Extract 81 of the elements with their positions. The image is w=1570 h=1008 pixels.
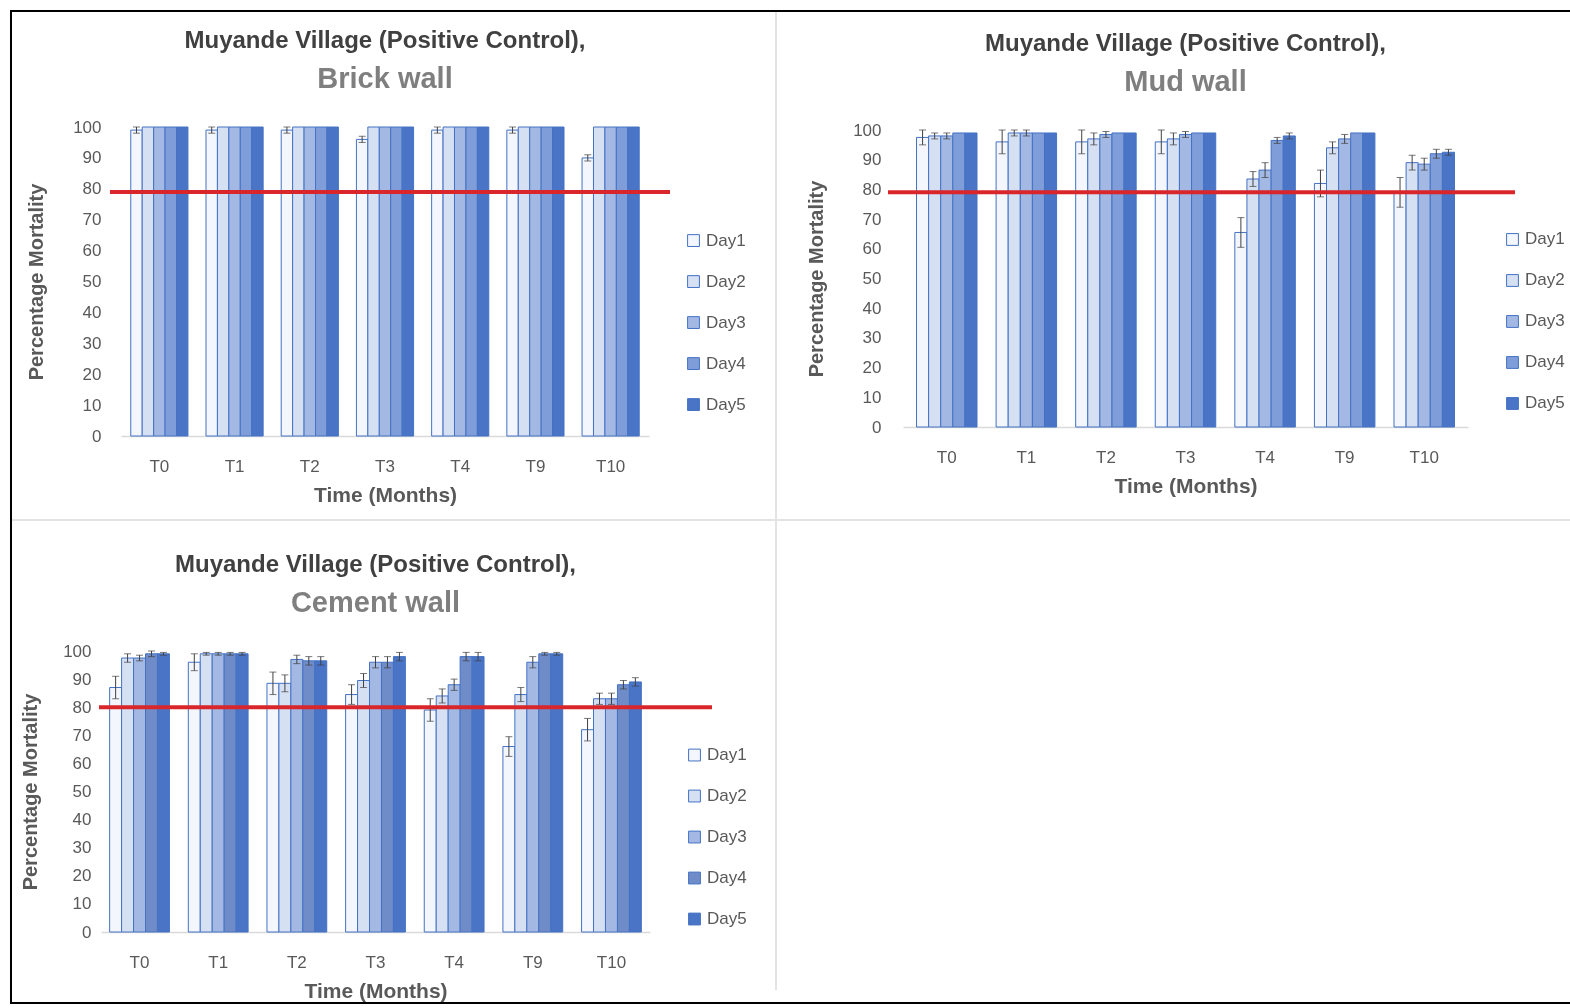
y-tick-label: 60 (82, 241, 102, 261)
y-tick-label: 30 (72, 838, 92, 858)
y-tick-label: 20 (72, 866, 92, 886)
legend-label: Day2 (706, 271, 746, 291)
chart-title: Muyande Village (Positive Control), (184, 26, 586, 53)
legend-label: Day4 (1525, 352, 1565, 372)
x-tick-label: T0 (129, 952, 150, 972)
y-tick-label: 90 (862, 150, 882, 170)
y-tick-label: 90 (72, 669, 92, 689)
x-tick-label: T3 (1175, 447, 1196, 467)
legend-label: Day3 (1525, 311, 1565, 331)
y-tick-label: 50 (82, 272, 102, 291)
legend-label: Day5 (706, 394, 746, 414)
y-tick-label: 80 (72, 697, 92, 717)
y-tick-label: 30 (82, 333, 102, 353)
x-tick-label: T1 (208, 952, 229, 972)
y-tick-label: 40 (862, 298, 882, 318)
legend-label: Day4 (706, 353, 746, 373)
x-tick-label: T3 (375, 456, 395, 476)
x-axis-title: Time (Months) (1114, 473, 1258, 497)
x-tick-label: T1 (1016, 447, 1037, 467)
y-axis-title: Percentage Mortality (25, 182, 48, 381)
y-tick-label: 30 (862, 328, 882, 348)
y-axis-title: Percentage Mortality (805, 179, 828, 378)
y-tick-label: 50 (72, 782, 92, 801)
y-tick-label: 100 (73, 117, 102, 137)
x-tick-label: T0 (936, 447, 957, 467)
x-tick-label: T0 (149, 456, 170, 476)
y-tick-label: 0 (872, 417, 882, 437)
legend-label: Day3 (707, 827, 747, 847)
x-tick-label: T2 (286, 952, 307, 972)
y-tick-label: 60 (862, 239, 882, 259)
y-tick-label: 80 (82, 179, 102, 199)
y-tick-label: 20 (82, 364, 102, 384)
chart-title: Muyande Village (Positive Control), (985, 29, 1386, 56)
x-tick-label: T2 (299, 456, 320, 476)
y-tick-label: 100 (853, 120, 882, 140)
legend-label: Day1 (707, 745, 747, 765)
y-tick-label: 50 (862, 269, 882, 288)
x-tick-label: T10 (595, 456, 626, 476)
x-axis-title: Time (Months) (304, 978, 448, 1002)
chart-subtitle: Mud wall (1124, 65, 1247, 97)
x-tick-label: T1 (224, 456, 245, 476)
y-tick-label: 90 (82, 148, 102, 168)
chart-subtitle: Cement wall (290, 586, 461, 618)
legend-label: Day1 (706, 230, 746, 250)
chart-title: Muyande Village (Positive Control), (175, 550, 576, 577)
x-tick-label: T9 (522, 952, 543, 972)
legend-label: Day2 (707, 786, 747, 806)
x-tick-label: T10 (1409, 447, 1439, 467)
x-axis-title: Time (Months) (313, 482, 458, 506)
legend-label: Day3 (706, 312, 746, 332)
x-tick-label: T4 (444, 952, 465, 972)
y-tick-label: 100 (63, 641, 92, 661)
y-tick-label: 20 (862, 358, 882, 378)
chart-subtitle: Brick wall (317, 62, 453, 94)
y-tick-label: 70 (862, 209, 882, 229)
legend-label: Day5 (707, 909, 747, 929)
legend-label: Day1 (1525, 229, 1565, 249)
x-tick-label: T4 (450, 456, 471, 476)
y-axis-title: Percentage Mortality (19, 692, 42, 891)
x-tick-label: T9 (1334, 447, 1355, 467)
legend-label: Day5 (1525, 393, 1565, 413)
x-tick-label: T2 (1096, 447, 1116, 467)
y-tick-label: 70 (82, 210, 102, 230)
y-tick-label: 80 (862, 179, 882, 199)
x-tick-label: T3 (365, 952, 386, 972)
x-tick-label: T9 (525, 456, 546, 476)
y-tick-label: 70 (72, 725, 92, 745)
x-tick-label: T4 (1255, 447, 1275, 467)
y-tick-label: 10 (862, 387, 882, 407)
legend-label: Day4 (707, 868, 747, 888)
y-tick-label: 0 (92, 426, 102, 446)
y-tick-label: 0 (82, 922, 92, 942)
y-tick-label: 10 (72, 894, 92, 914)
y-tick-label: 10 (82, 395, 102, 415)
y-tick-label: 60 (72, 753, 92, 773)
legend-label: Day2 (1525, 270, 1565, 290)
y-tick-label: 40 (82, 302, 102, 322)
y-tick-label: 40 (72, 810, 92, 830)
x-tick-label: T10 (596, 952, 627, 972)
